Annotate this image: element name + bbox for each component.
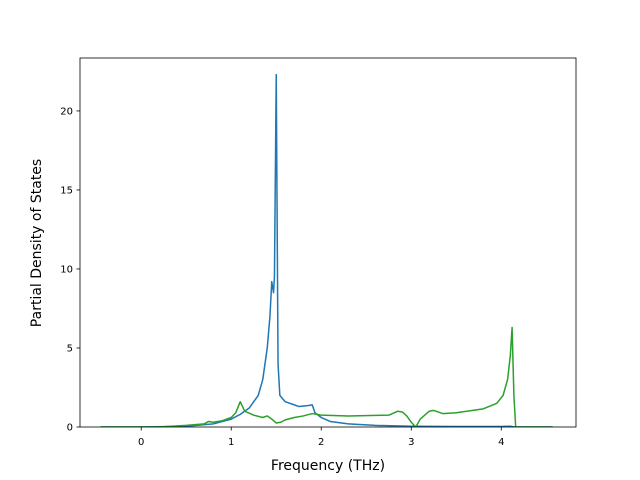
- series-line: [100, 326, 553, 427]
- plot-frame: [79, 57, 577, 428]
- y-tick-label: 15: [60, 185, 73, 196]
- x-tick-label: 1: [228, 437, 234, 448]
- series-line: [100, 73, 553, 427]
- x-tick-label: 0: [138, 437, 144, 448]
- y-tick-label: 10: [60, 264, 73, 275]
- x-tick-label: 3: [408, 437, 414, 448]
- y-axis-label: Partial Density of States: [29, 159, 45, 327]
- x-axis-label: Frequency (THz): [271, 458, 385, 474]
- y-tick-label: 5: [67, 343, 73, 354]
- x-tick-label: 2: [318, 437, 324, 448]
- y-tick-label: 0: [67, 423, 73, 434]
- y-tick-label: 20: [60, 106, 73, 117]
- x-tick-label: 4: [498, 437, 504, 448]
